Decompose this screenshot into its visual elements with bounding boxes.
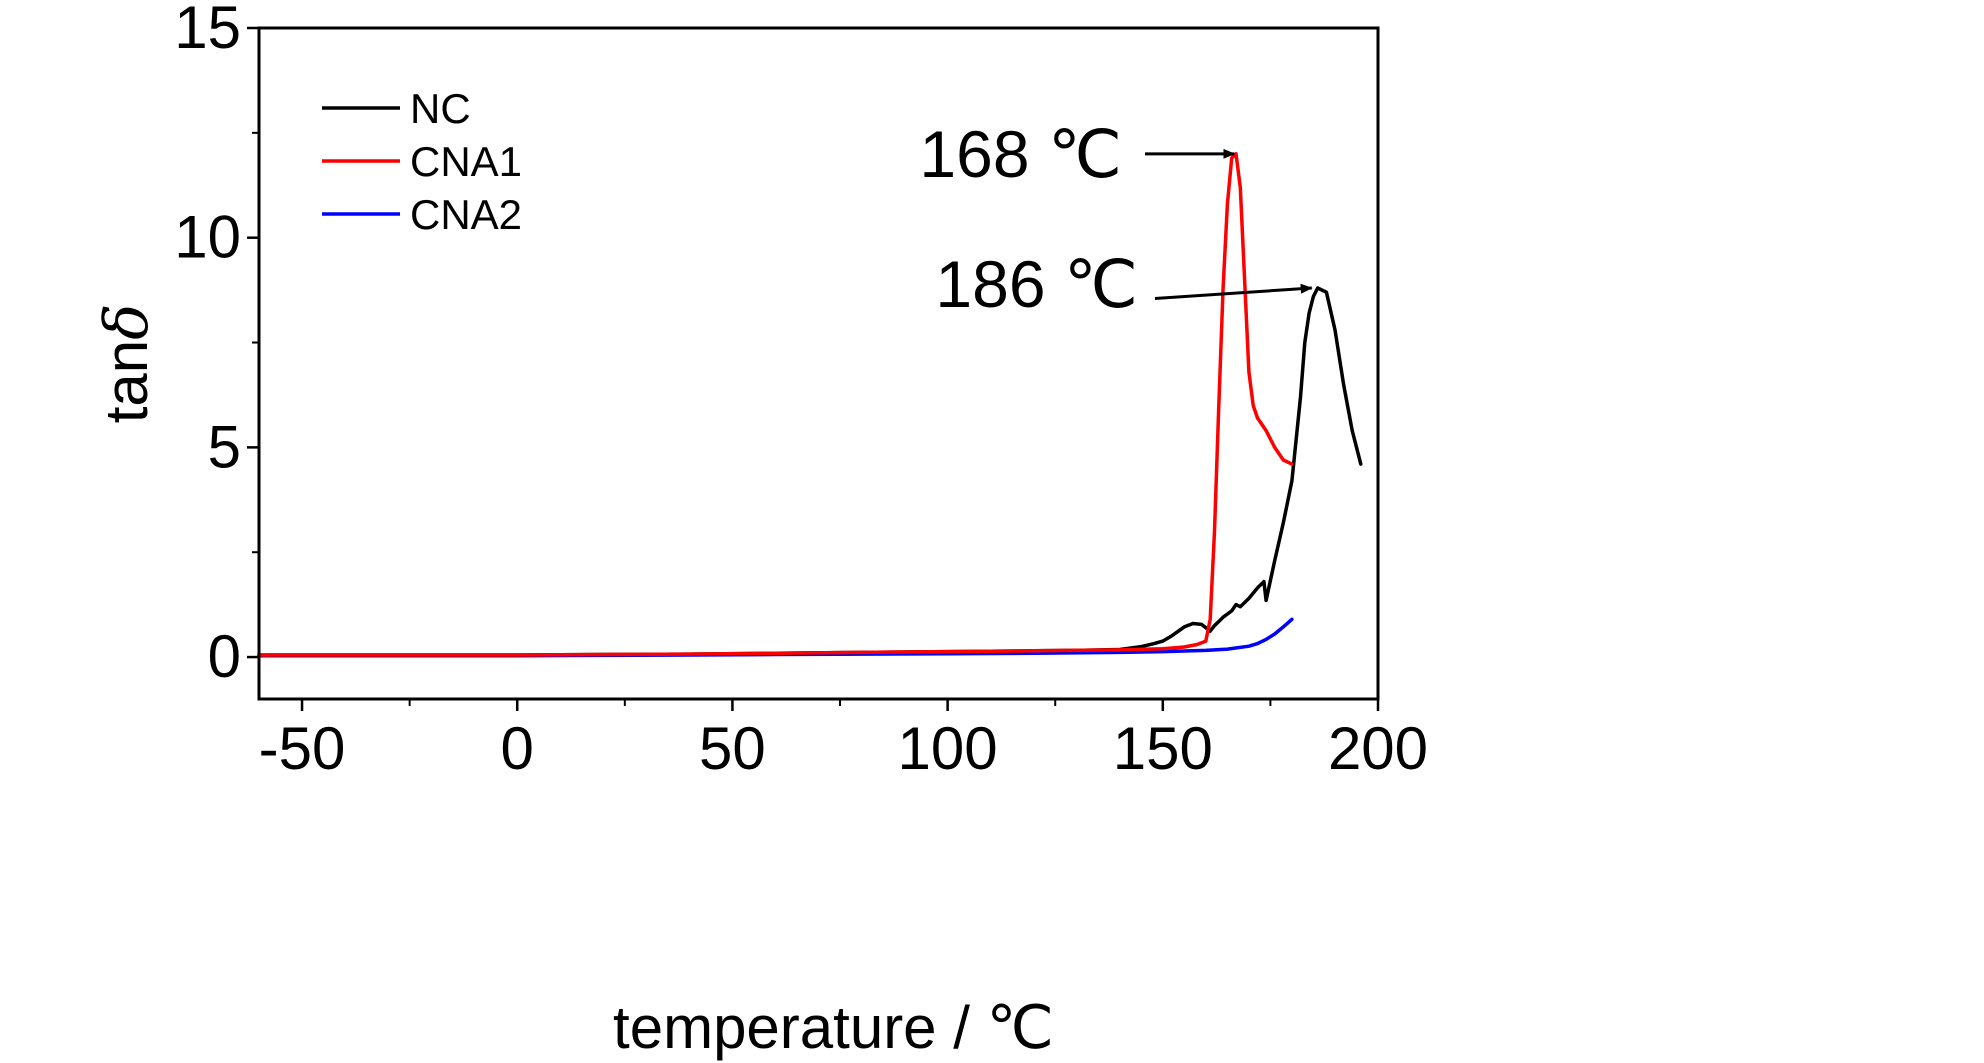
y-axis-title-main: tan bbox=[93, 340, 160, 423]
x-tick-label: 200 bbox=[1328, 715, 1428, 782]
x-axis-title: temperature / ℃ bbox=[613, 994, 1054, 1061]
x-tick-label: 150 bbox=[1113, 715, 1213, 782]
legend-label-cna1: CNA1 bbox=[410, 138, 522, 185]
x-tick-label: 100 bbox=[898, 715, 998, 782]
legend: NC CNA1 CNA2 bbox=[322, 85, 522, 238]
ticks-layer: -50 0 50 100 150 200 0 5 10 15 bbox=[174, 0, 1428, 782]
annotation-arrow bbox=[1154, 283, 1313, 300]
y-tick-label: 10 bbox=[174, 204, 241, 271]
legend-label-nc: NC bbox=[410, 85, 471, 132]
annotations: 168 ℃ 186 ℃ bbox=[919, 117, 1313, 321]
x-tick-label: 0 bbox=[501, 715, 534, 782]
x-tick-label: -50 bbox=[259, 715, 346, 782]
legend-label-cna2: CNA2 bbox=[410, 191, 522, 238]
plot-frame bbox=[257, 26, 1380, 701]
series-line-nc bbox=[257, 286, 1363, 657]
annotation-label: 168 ℃ bbox=[919, 117, 1122, 191]
x-tick-label: 50 bbox=[699, 715, 766, 782]
y-tick-label: 0 bbox=[208, 623, 241, 690]
y-axis-title: tanδ bbox=[92, 304, 162, 424]
series-line-cna1 bbox=[257, 152, 1294, 657]
y-axis-title-symbol: δ bbox=[92, 304, 162, 340]
labels-layer: temperature / ℃ tanδ bbox=[92, 304, 1054, 1061]
annotation-label: 186 ℃ bbox=[935, 247, 1138, 321]
y-tick-label: 5 bbox=[208, 413, 241, 480]
y-tick-label: 15 bbox=[174, 0, 241, 61]
series-layer bbox=[257, 152, 1363, 658]
